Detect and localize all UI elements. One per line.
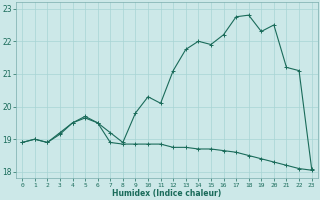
- X-axis label: Humidex (Indice chaleur): Humidex (Indice chaleur): [112, 189, 221, 198]
